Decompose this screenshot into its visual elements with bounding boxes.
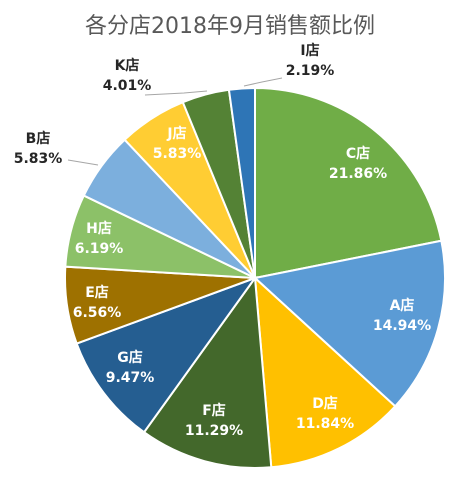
slice-label-percent: 14.94%: [373, 318, 431, 334]
slice-label-name: B店: [26, 130, 51, 147]
slice-label-percent: 5.83%: [153, 146, 202, 162]
slice-label-name: D店: [312, 395, 338, 412]
slice-label-name: I店: [300, 42, 319, 59]
slice-label-percent: 2.19%: [286, 63, 335, 79]
pie-slice-A店: [252, 239, 446, 408]
leader-line-I店: [243, 77, 283, 87]
slice-label-percent: 5.83%: [14, 151, 63, 167]
slice-label-name: G店: [117, 349, 143, 366]
slice-label-name: F店: [202, 402, 226, 419]
slice-label-name: C店: [346, 145, 370, 162]
slice-label-percent: 11.84%: [296, 416, 354, 432]
pie-slice-I店: [227, 86, 256, 279]
pie-slice-D店: [253, 275, 397, 469]
chart-title: 各分店2018年9月销售额比例: [85, 14, 375, 39]
slice-label-percent: 6.19%: [75, 241, 124, 257]
slice-label-percent: 6.56%: [73, 305, 122, 321]
slice-label-percent: 11.29%: [185, 423, 243, 439]
labels-layer: C店 21.86% A店 14.94% D店 11.84% F店 11.29% G店 9.47% E…: [14, 42, 431, 439]
slice-label-percent: 9.47%: [106, 370, 155, 386]
slice-label-percent: 21.86%: [329, 166, 387, 182]
slice-label-percent: 4.01%: [103, 78, 152, 94]
leader-line-K店: [144, 90, 208, 96]
pie-slice-G店: [75, 275, 258, 434]
pie-slice-F店: [142, 275, 273, 469]
slice-label-name: J店: [166, 125, 186, 142]
leader-line-B店: [67, 159, 99, 166]
pie-slice-C店: [254, 86, 443, 280]
slice-label-name: H店: [86, 220, 112, 237]
slice-label-name: A店: [390, 297, 415, 314]
leader-lines-layer: [67, 77, 283, 166]
slice-label-name: E店: [85, 284, 109, 301]
slices-layer: [64, 86, 446, 469]
slice-label-name: K店: [115, 57, 140, 74]
